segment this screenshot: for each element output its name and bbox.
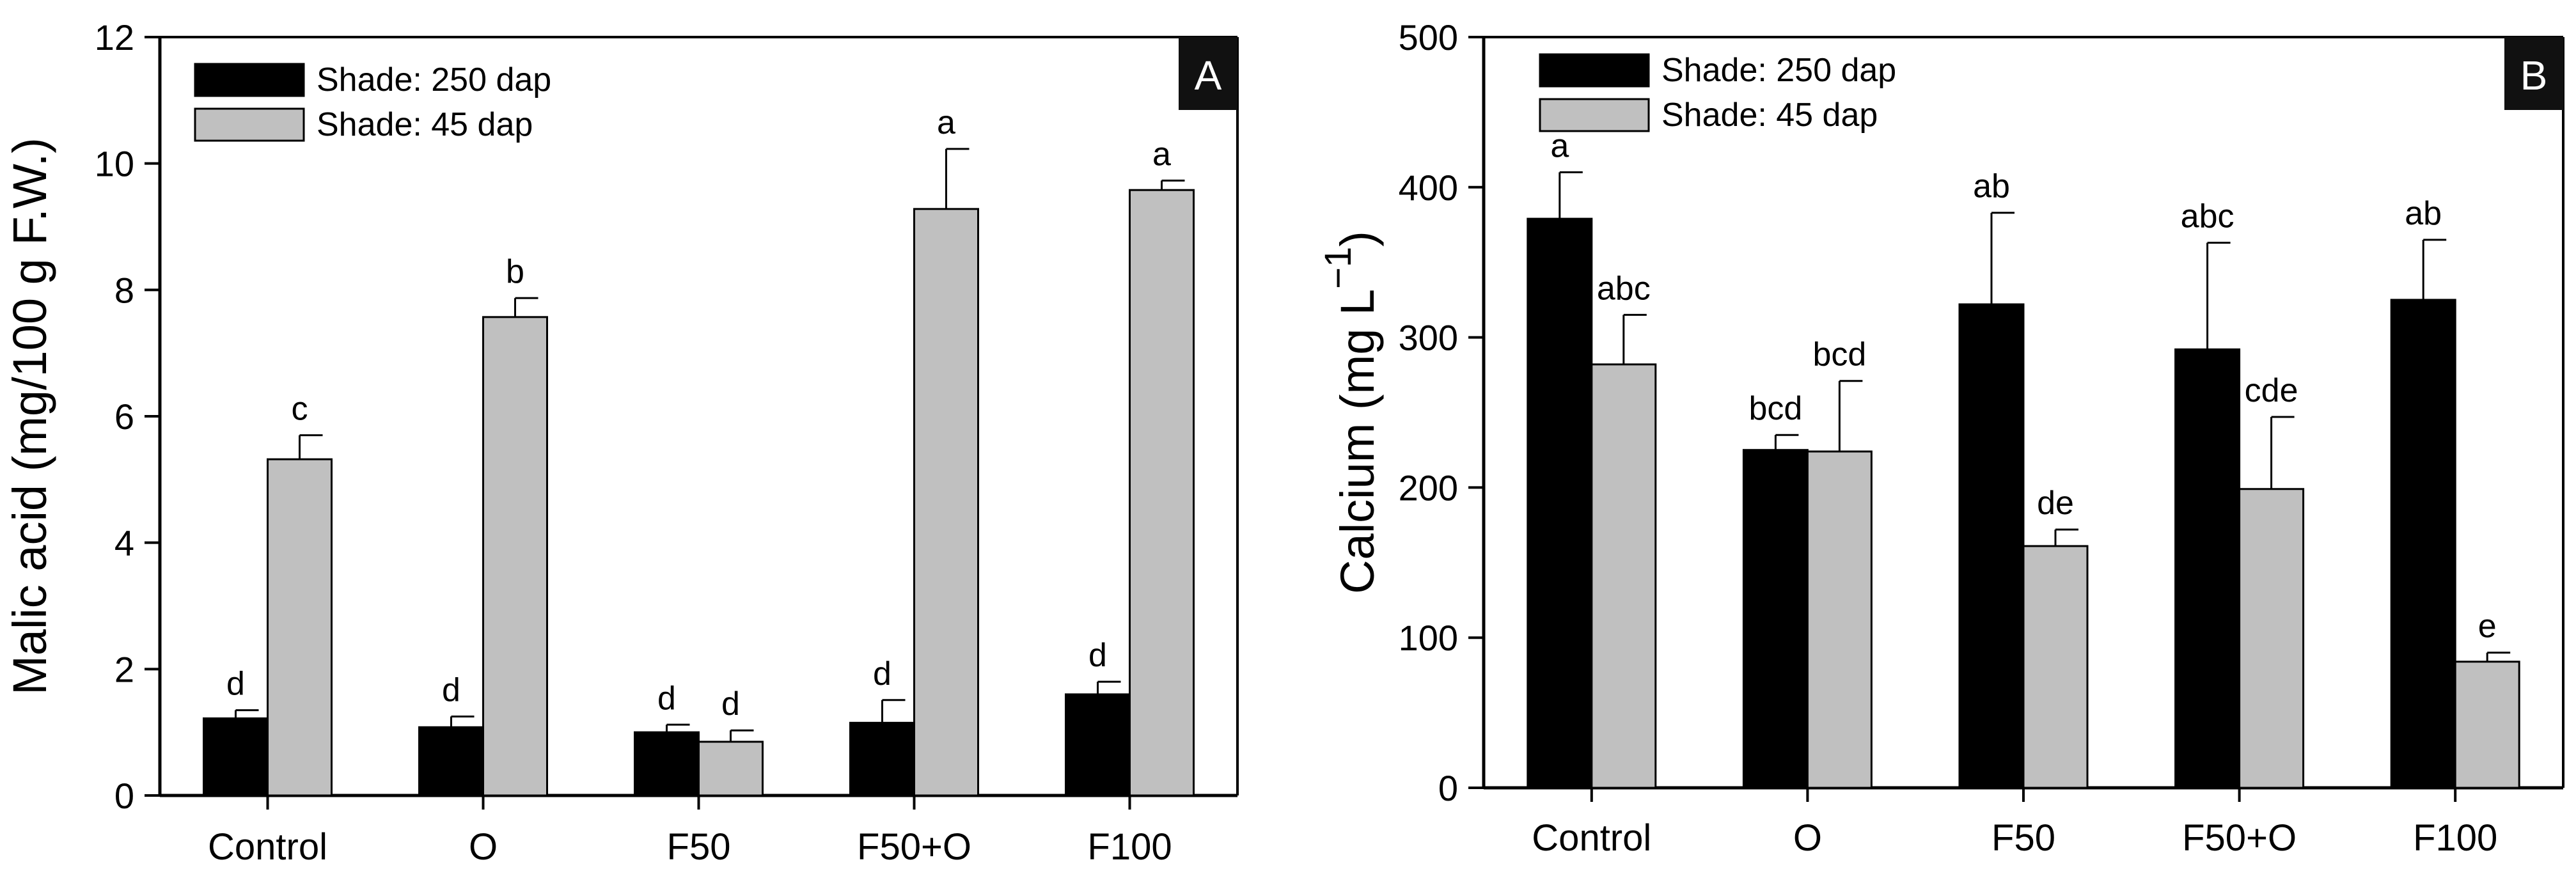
- legend-swatch-45-dap: [194, 107, 305, 142]
- bar-45-dap: [2022, 545, 2089, 789]
- x-tick-label: F100: [2413, 817, 2497, 859]
- y-axis-title: Malic acid (mg/100 g F.W.): [3, 137, 56, 695]
- y-tick-label: 6: [114, 396, 134, 437]
- panel-a: 0 2 4 6 8 10 12 Malic acid (mg/100 g F.W.) Contr…: [3, 17, 1239, 868]
- significance-letter: b: [506, 253, 524, 290]
- y-tick-label: 4: [114, 523, 134, 563]
- significance-letter: d: [1088, 637, 1107, 674]
- bar-45-dap: [2454, 661, 2520, 789]
- significance-letter: d: [657, 680, 676, 717]
- bar-250-dap: [418, 726, 484, 797]
- legend-swatch-250-dap: [194, 63, 305, 97]
- bar-45-dap: [267, 458, 333, 797]
- bar-250-dap: [2174, 348, 2241, 789]
- significance-letter: abc: [1597, 270, 1651, 307]
- x-tick-label: Control: [208, 826, 327, 868]
- significance-letter: c: [292, 391, 308, 428]
- significance-letter: a: [1152, 136, 1171, 173]
- y-tick-label: 8: [114, 270, 134, 310]
- bar-250-dap: [2390, 299, 2456, 789]
- bar-45-dap: [2238, 488, 2305, 789]
- y-tick-label: 12: [95, 17, 134, 58]
- significance-letter: ab: [2405, 195, 2442, 232]
- significance-letter: d: [226, 666, 245, 703]
- y-axis-title: Calcium (mg L−1): [1317, 231, 1384, 594]
- legend-swatch-45-dap: [1539, 98, 1650, 132]
- legend-label: Shade: 45 dap: [1661, 97, 1878, 134]
- y-tick-label: 500: [1399, 17, 1458, 58]
- panel-label: A: [1195, 52, 1222, 98]
- legend-swatch-250-dap: [1539, 53, 1650, 88]
- significance-letter: ab: [1973, 168, 2010, 205]
- significance-letter: abc: [2181, 198, 2234, 235]
- bar-250-dap: [203, 717, 269, 797]
- y-tick-label: 10: [95, 144, 134, 184]
- x-tick-label: O: [1793, 817, 1822, 859]
- y-axis-title-close: ): [1331, 231, 1384, 247]
- y-tick-label: 300: [1399, 318, 1458, 358]
- bar-250-dap: [849, 721, 915, 797]
- bar-250-dap: [1742, 449, 1809, 789]
- bar-250-dap: [1527, 217, 1593, 789]
- y-tick-label: 200: [1399, 467, 1458, 508]
- panel-badge: [1179, 37, 1237, 110]
- y-tick-label: 100: [1399, 618, 1458, 658]
- significance-letter: e: [2478, 608, 2497, 645]
- x-tick-label: F50+O: [857, 826, 971, 868]
- legend-label: Shade: 45 dap: [317, 106, 533, 143]
- significance-letter: cde: [2245, 372, 2298, 409]
- y-tick-label: 0: [1438, 768, 1458, 808]
- significance-letter: a: [1550, 127, 1569, 164]
- bar-250-dap: [1958, 303, 2025, 789]
- significance-letter: de: [2037, 485, 2074, 522]
- bar-45-dap: [1806, 450, 1873, 789]
- bar-45-dap: [698, 740, 764, 797]
- significance-letter: bcd: [1812, 336, 1866, 373]
- panel-badge: [2504, 37, 2563, 110]
- x-tick-label: F50: [667, 826, 731, 868]
- panel-b: 0 100 200 300 400 500 Calcium (mg L−1) Control a…: [1317, 17, 2564, 859]
- x-tick-label: Control: [1532, 817, 1651, 859]
- significance-letter: d: [442, 671, 460, 709]
- y-tick-label: 2: [114, 649, 134, 689]
- bar-45-dap: [1129, 189, 1195, 797]
- significance-letter: d: [721, 685, 740, 723]
- x-tick-label: F50: [1991, 817, 2055, 859]
- x-tick-label: F100: [1087, 826, 1172, 868]
- bar-45-dap: [1590, 363, 1657, 789]
- bar-45-dap: [913, 208, 979, 797]
- bar-250-dap: [634, 731, 700, 797]
- significance-letter: bcd: [1748, 390, 1802, 427]
- y-axis-title-superscript: −1: [1317, 247, 1359, 289]
- y-tick-label: 400: [1399, 168, 1458, 208]
- x-tick-label: O: [469, 826, 498, 868]
- panel-label: B: [2520, 52, 2548, 98]
- legend-label: Shade: 250 dap: [317, 61, 551, 98]
- y-tick-label: 0: [114, 776, 134, 816]
- significance-letter: a: [937, 104, 955, 141]
- y-axis-title-text: Calcium (mg L: [1331, 289, 1384, 594]
- significance-letter: d: [873, 655, 891, 693]
- bar-250-dap: [1065, 693, 1131, 797]
- bar-45-dap: [482, 316, 548, 797]
- x-tick-label: F50+O: [2182, 817, 2297, 859]
- legend-label: Shade: 250 dap: [1661, 52, 1896, 89]
